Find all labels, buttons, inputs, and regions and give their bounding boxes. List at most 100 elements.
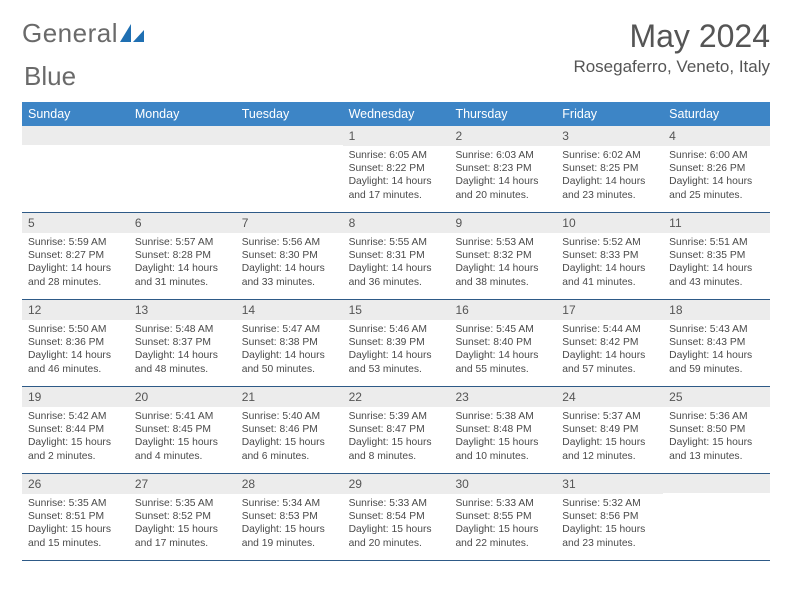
day-number xyxy=(236,126,343,145)
brand-logo: General xyxy=(22,18,148,49)
day-number: 31 xyxy=(556,474,663,494)
day-line: Sunrise: 5:48 AM xyxy=(135,323,230,336)
day-line: Sunset: 8:42 PM xyxy=(562,336,657,349)
day-detail: Sunrise: 6:05 AMSunset: 8:22 PMDaylight:… xyxy=(343,146,450,206)
day-detail: Sunrise: 5:45 AMSunset: 8:40 PMDaylight:… xyxy=(449,320,556,380)
day-line: Sunrise: 6:03 AM xyxy=(455,149,550,162)
day-cell: 6Sunrise: 5:57 AMSunset: 8:28 PMDaylight… xyxy=(129,213,236,299)
day-cell: 25Sunrise: 5:36 AMSunset: 8:50 PMDayligh… xyxy=(663,387,770,473)
day-line: and 33 minutes. xyxy=(242,276,337,289)
day-line: Daylight: 15 hours xyxy=(135,436,230,449)
day-cell: 11Sunrise: 5:51 AMSunset: 8:35 PMDayligh… xyxy=(663,213,770,299)
day-line: Sunset: 8:35 PM xyxy=(669,249,764,262)
day-cell xyxy=(236,126,343,212)
day-number: 15 xyxy=(343,300,450,320)
day-line: Daylight: 14 hours xyxy=(669,262,764,275)
day-line: Sunrise: 5:39 AM xyxy=(349,410,444,423)
day-cell: 13Sunrise: 5:48 AMSunset: 8:37 PMDayligh… xyxy=(129,300,236,386)
day-detail: Sunrise: 5:59 AMSunset: 8:27 PMDaylight:… xyxy=(22,233,129,293)
day-cell: 16Sunrise: 5:45 AMSunset: 8:40 PMDayligh… xyxy=(449,300,556,386)
brand-name-left: General xyxy=(22,18,118,49)
day-cell: 3Sunrise: 6:02 AMSunset: 8:25 PMDaylight… xyxy=(556,126,663,212)
day-detail: Sunrise: 5:56 AMSunset: 8:30 PMDaylight:… xyxy=(236,233,343,293)
day-number: 20 xyxy=(129,387,236,407)
day-line: and 53 minutes. xyxy=(349,363,444,376)
weekday-header-row: SundayMondayTuesdayWednesdayThursdayFrid… xyxy=(22,102,770,126)
day-line: Daylight: 15 hours xyxy=(455,523,550,536)
day-detail xyxy=(129,145,236,152)
day-number: 8 xyxy=(343,213,450,233)
day-number: 18 xyxy=(663,300,770,320)
day-cell xyxy=(663,474,770,560)
day-line: Sunrise: 5:37 AM xyxy=(562,410,657,423)
day-detail: Sunrise: 5:39 AMSunset: 8:47 PMDaylight:… xyxy=(343,407,450,467)
day-line: Daylight: 15 hours xyxy=(562,436,657,449)
day-line: and 23 minutes. xyxy=(562,189,657,202)
day-line: Daylight: 14 hours xyxy=(242,349,337,362)
day-line: and 15 minutes. xyxy=(28,537,123,550)
day-detail xyxy=(663,493,770,500)
day-number: 13 xyxy=(129,300,236,320)
day-line: and 10 minutes. xyxy=(455,450,550,463)
day-cell: 19Sunrise: 5:42 AMSunset: 8:44 PMDayligh… xyxy=(22,387,129,473)
day-number: 26 xyxy=(22,474,129,494)
day-line: Sunset: 8:54 PM xyxy=(349,510,444,523)
day-cell: 28Sunrise: 5:34 AMSunset: 8:53 PMDayligh… xyxy=(236,474,343,560)
day-line: Sunrise: 5:41 AM xyxy=(135,410,230,423)
weeks-container: 1Sunrise: 6:05 AMSunset: 8:22 PMDaylight… xyxy=(22,126,770,561)
day-cell: 1Sunrise: 6:05 AMSunset: 8:22 PMDaylight… xyxy=(343,126,450,212)
day-number xyxy=(22,126,129,145)
day-line: Sunset: 8:43 PM xyxy=(669,336,764,349)
day-cell: 17Sunrise: 5:44 AMSunset: 8:42 PMDayligh… xyxy=(556,300,663,386)
day-line: Sunrise: 5:46 AM xyxy=(349,323,444,336)
week-row: 12Sunrise: 5:50 AMSunset: 8:36 PMDayligh… xyxy=(22,300,770,387)
day-line: Daylight: 15 hours xyxy=(28,436,123,449)
week-row: 1Sunrise: 6:05 AMSunset: 8:22 PMDaylight… xyxy=(22,126,770,213)
day-number: 7 xyxy=(236,213,343,233)
day-detail: Sunrise: 5:38 AMSunset: 8:48 PMDaylight:… xyxy=(449,407,556,467)
weekday-header: Thursday xyxy=(449,102,556,126)
day-line: Daylight: 15 hours xyxy=(669,436,764,449)
day-line: and 4 minutes. xyxy=(135,450,230,463)
day-detail: Sunrise: 5:36 AMSunset: 8:50 PMDaylight:… xyxy=(663,407,770,467)
day-line: and 20 minutes. xyxy=(455,189,550,202)
day-line: Daylight: 15 hours xyxy=(349,523,444,536)
day-number: 3 xyxy=(556,126,663,146)
day-line: Daylight: 14 hours xyxy=(349,262,444,275)
day-number: 28 xyxy=(236,474,343,494)
day-line: Sunset: 8:25 PM xyxy=(562,162,657,175)
day-line: and 41 minutes. xyxy=(562,276,657,289)
day-number: 2 xyxy=(449,126,556,146)
day-number: 1 xyxy=(343,126,450,146)
weekday-header: Friday xyxy=(556,102,663,126)
day-line: and 46 minutes. xyxy=(28,363,123,376)
day-line: and 23 minutes. xyxy=(562,537,657,550)
day-cell xyxy=(22,126,129,212)
calendar-table: SundayMondayTuesdayWednesdayThursdayFrid… xyxy=(22,102,770,561)
day-line: and 2 minutes. xyxy=(28,450,123,463)
day-line: Sunset: 8:28 PM xyxy=(135,249,230,262)
day-line: and 38 minutes. xyxy=(455,276,550,289)
day-line: Sunrise: 5:36 AM xyxy=(669,410,764,423)
day-line: Sunset: 8:30 PM xyxy=(242,249,337,262)
day-line: Sunrise: 5:47 AM xyxy=(242,323,337,336)
day-cell: 14Sunrise: 5:47 AMSunset: 8:38 PMDayligh… xyxy=(236,300,343,386)
day-line: Sunset: 8:27 PM xyxy=(28,249,123,262)
day-line: Sunrise: 5:56 AM xyxy=(242,236,337,249)
day-number: 5 xyxy=(22,213,129,233)
day-cell: 2Sunrise: 6:03 AMSunset: 8:23 PMDaylight… xyxy=(449,126,556,212)
day-cell xyxy=(129,126,236,212)
day-line: Sunrise: 5:50 AM xyxy=(28,323,123,336)
day-line: and 55 minutes. xyxy=(455,363,550,376)
day-line: Sunset: 8:51 PM xyxy=(28,510,123,523)
day-cell: 23Sunrise: 5:38 AMSunset: 8:48 PMDayligh… xyxy=(449,387,556,473)
day-line: and 28 minutes. xyxy=(28,276,123,289)
day-line: Sunset: 8:46 PM xyxy=(242,423,337,436)
day-number xyxy=(663,474,770,493)
day-detail: Sunrise: 5:42 AMSunset: 8:44 PMDaylight:… xyxy=(22,407,129,467)
day-cell: 9Sunrise: 5:53 AMSunset: 8:32 PMDaylight… xyxy=(449,213,556,299)
day-line: Daylight: 14 hours xyxy=(562,175,657,188)
day-line: Daylight: 15 hours xyxy=(349,436,444,449)
day-line: and 20 minutes. xyxy=(349,537,444,550)
day-line: and 31 minutes. xyxy=(135,276,230,289)
